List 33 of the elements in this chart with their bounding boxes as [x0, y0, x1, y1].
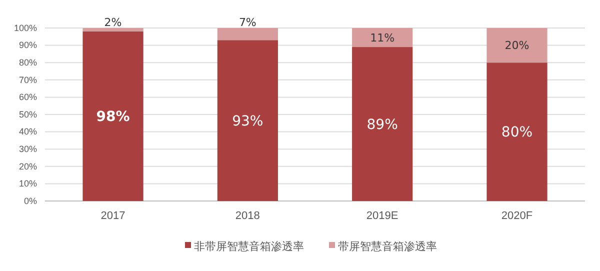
- y-tick-label: 50%: [18, 109, 37, 120]
- x-tick-label: 2018: [235, 210, 260, 222]
- data-label: 2%: [104, 16, 122, 29]
- data-label: 93%: [232, 113, 264, 130]
- legend-label: 带屏智慧音箱渗透率: [338, 240, 437, 253]
- bar: [82, 28, 144, 32]
- data-label: 11%: [370, 31, 395, 44]
- data-label: 89%: [366, 116, 398, 133]
- legend-label: 非带屏智慧音箱渗透率: [194, 240, 304, 253]
- bar: [217, 40, 278, 201]
- data-label: 80%: [501, 124, 533, 141]
- bar: [486, 62, 548, 201]
- bar: [352, 28, 413, 48]
- bar: [486, 28, 548, 63]
- x-tick-label: 2020F: [501, 210, 533, 222]
- data-label: 98%: [96, 109, 130, 126]
- y-tick-label: 100%: [14, 22, 37, 33]
- bar: [82, 31, 144, 201]
- y-tick-label: 30%: [18, 144, 37, 154]
- y-tick-label: 0%: [24, 196, 37, 206]
- data-label: 20%: [504, 39, 530, 52]
- y-tick-label: 40%: [18, 126, 37, 137]
- y-tick-label: 60%: [18, 92, 37, 102]
- data-label: 7%: [238, 16, 256, 29]
- y-tick-label: 70%: [18, 74, 37, 85]
- y-tick-label: 90%: [18, 40, 37, 50]
- y-tick-label: 80%: [18, 57, 37, 68]
- bar: [352, 47, 413, 201]
- x-tick-label: 2019E: [366, 210, 398, 222]
- bar: [217, 28, 278, 40]
- y-tick-label: 20%: [18, 161, 37, 172]
- y-tick-label: 10%: [18, 178, 37, 189]
- x-tick-label: 2017: [100, 210, 126, 222]
